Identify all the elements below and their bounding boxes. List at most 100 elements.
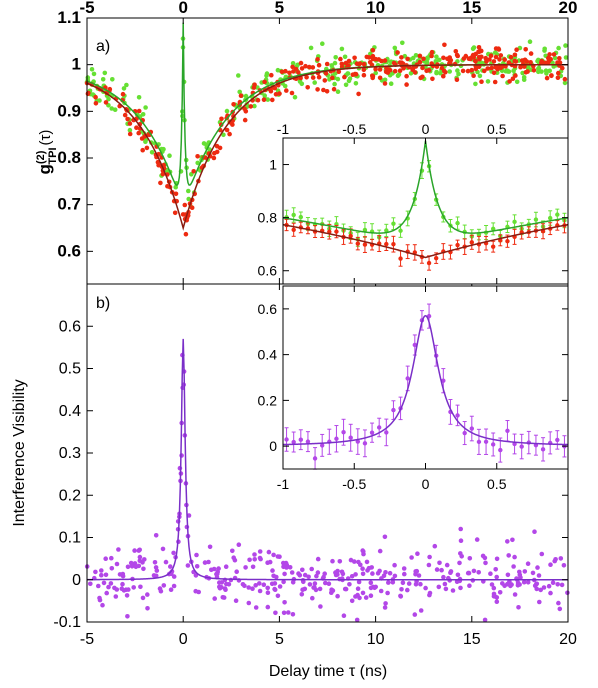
panel-a-label: a): [96, 38, 110, 55]
panel-a-point: [412, 70, 418, 75]
panel-a-point: [289, 90, 295, 96]
panel-a-point: [476, 45, 482, 50]
panel-a-fit-lines: [86, 22, 568, 231]
panel-a-point: [140, 112, 146, 117]
panel-b-inset-point: [476, 439, 482, 445]
panel-a-point: [224, 127, 230, 133]
panel-a-point: [122, 112, 128, 118]
panel-b-point: [494, 599, 500, 604]
panel-b-point: [368, 593, 374, 598]
panel-b-point: [300, 567, 305, 573]
panel-b-point: [101, 580, 107, 586]
panel-b-inset-points: [284, 303, 567, 470]
panel-b-point: [546, 583, 552, 589]
panel-b-point: [209, 567, 214, 573]
panel-a-point: [136, 130, 141, 136]
panel-a-point: [417, 59, 423, 65]
panel-b-point: [548, 562, 553, 567]
panel-a-point: [507, 79, 512, 84]
panel-b-point: [383, 570, 388, 575]
panel-a-point: [255, 97, 261, 103]
panel-b-point: [409, 555, 414, 560]
panel-a-inset-point: [547, 215, 553, 221]
panel-a-point: [493, 54, 499, 60]
panel-b-point: [290, 612, 296, 617]
panel-b-point: [400, 580, 406, 586]
panel-b-point: [488, 571, 493, 576]
panel-b-point: [99, 568, 104, 573]
panel-a-ticks: -5 0 5 10 15 200.60.70.80.911.1: [57, 0, 577, 284]
panel-a-point: [230, 122, 235, 127]
panel-b-point: [511, 564, 516, 569]
panel-b-point: [341, 613, 347, 618]
ylabel-tail: (τ): [37, 130, 54, 146]
panel-a-point: [512, 58, 518, 64]
panel-b-point: [444, 562, 450, 568]
panel-b-point: [448, 570, 453, 575]
panel-a-point: [102, 70, 108, 76]
panel-a-point: [127, 121, 133, 126]
panel-a-point: [262, 79, 267, 85]
panel-b-point: [114, 587, 120, 592]
panel-b-point: [217, 584, 222, 590]
panel-a-point: [261, 97, 267, 102]
panel-b-inset-point: [355, 439, 361, 444]
ylabel-sup: (2): [35, 150, 47, 164]
panel-a-point: [493, 65, 498, 70]
panel-a-point: [438, 70, 443, 76]
panel-b-point: [402, 571, 407, 577]
panel-b-point: [141, 566, 146, 572]
panel-a-point: [127, 131, 133, 137]
panel-b-inset-xtick-label: 0: [422, 476, 430, 492]
panel-a-point: [471, 73, 476, 78]
panel-a-point: [418, 75, 424, 81]
panel-a-point: [243, 93, 249, 99]
panel-b-inset-point: [305, 439, 311, 444]
panel-b-ytick-label: 0.1: [59, 530, 81, 547]
panel-a-point: [323, 71, 329, 76]
panel-b-point: [289, 570, 295, 575]
panel-b-point: [281, 579, 286, 585]
panel-b-point: [137, 554, 143, 560]
panel-b-xtick-label: -5: [80, 631, 94, 648]
panel-a-point: [345, 71, 350, 76]
ylabel-g: g: [35, 164, 54, 174]
panel-b-point: [140, 595, 146, 601]
panel-a-point: [563, 55, 569, 60]
panel-b-point: [275, 593, 281, 599]
panel-b-ylabel: Interference Visibility: [11, 379, 28, 526]
panel-b-point: [133, 564, 139, 570]
panel-b-point: [360, 590, 366, 596]
panel-a-point: [201, 141, 207, 146]
panel-b-point: [281, 564, 286, 570]
panel-a-inset-point: [505, 238, 510, 244]
panel-b-point: [443, 586, 449, 592]
panel-b-point: [386, 580, 391, 585]
panel-b-point: [538, 587, 543, 593]
panel-b-point: [257, 549, 263, 554]
panel-b-point: [312, 585, 317, 590]
panel-a-point: [443, 70, 448, 75]
panel-a-point: [93, 101, 99, 106]
panel-a-point: [454, 77, 460, 82]
panel-a-point: [469, 67, 475, 73]
panel-b-point: [160, 546, 166, 552]
panel-b-point: [168, 587, 174, 592]
panel-a-point: [524, 59, 530, 64]
panel-b-point: [171, 583, 177, 589]
panel-a-point: [547, 52, 552, 57]
panel-b-point: [273, 610, 278, 616]
panel-a-point: [453, 49, 459, 54]
panel-a-point: [445, 56, 450, 62]
panel-b-point: [555, 582, 560, 587]
panel-a-point: [377, 75, 383, 81]
panel-b-point: [357, 595, 362, 601]
panel-a-point: [136, 95, 142, 100]
panel-b-point: [120, 573, 126, 579]
panel-a-inset-point: [533, 217, 539, 222]
panel-a-point: [439, 65, 445, 71]
panel-b-point: [467, 556, 473, 561]
panel-b-point: [246, 585, 251, 590]
panel-b-point: [242, 583, 247, 589]
panel-a-inset-point: [298, 214, 304, 220]
